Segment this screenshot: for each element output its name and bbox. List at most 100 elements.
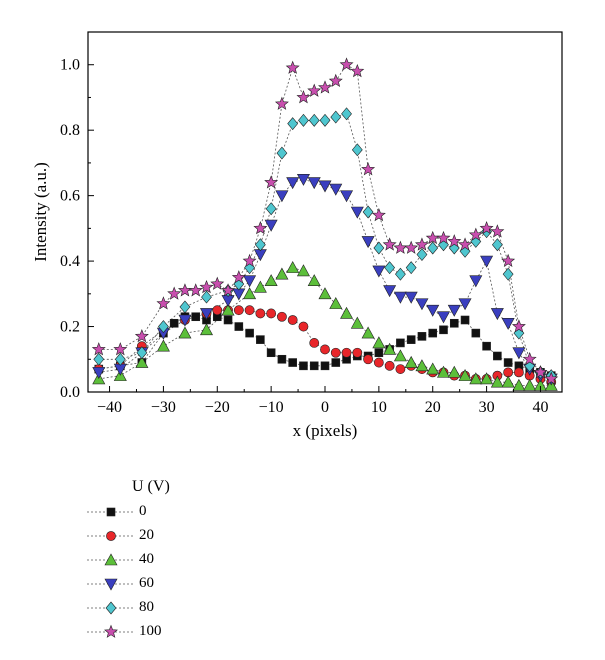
data-point	[296, 173, 310, 186]
data-point	[362, 205, 374, 219]
legend-label-60: 60	[139, 575, 154, 591]
legend-swatch-100	[87, 624, 133, 638]
data-point	[223, 315, 233, 325]
legend: U (V) 0 20 40 60 80 100	[85, 478, 285, 639]
legend-marker	[104, 624, 118, 638]
x-tick-label: 10	[371, 399, 387, 416]
data-point	[319, 113, 331, 127]
data-point	[253, 221, 268, 235]
data-point	[533, 365, 548, 379]
data-point	[245, 328, 254, 338]
legend-swatch-40	[87, 553, 133, 566]
y-tick-label: 0.4	[60, 253, 80, 270]
data-point	[277, 311, 287, 322]
data-point	[374, 348, 384, 358]
data-point	[296, 264, 310, 277]
data-point	[178, 326, 192, 339]
legend-label-100: 100	[139, 623, 162, 639]
data-point	[512, 378, 526, 391]
data-point	[458, 369, 472, 381]
data-point	[393, 349, 407, 362]
data-point	[502, 267, 514, 281]
data-point	[177, 283, 192, 297]
data-point	[330, 347, 341, 358]
data-point	[447, 304, 461, 317]
legend-swatch-20	[87, 531, 133, 541]
data-point	[92, 367, 106, 379]
data-point	[331, 358, 341, 367]
data-point	[426, 362, 440, 375]
data-point	[134, 329, 149, 343]
data-point	[167, 286, 182, 300]
x-tick-label: −20	[205, 399, 230, 416]
data-point	[191, 312, 201, 322]
legend-swatch-60	[87, 578, 133, 591]
data-point	[396, 338, 405, 348]
data-point	[404, 240, 419, 254]
legend-item-40: 40	[85, 550, 285, 570]
x-tick-label: 20	[425, 399, 441, 416]
data-point	[285, 60, 300, 74]
legend-item-80: 80	[85, 598, 285, 618]
data-point	[277, 354, 287, 364]
data-point	[352, 347, 363, 358]
data-point	[264, 219, 278, 232]
data-point	[395, 267, 406, 281]
x-tick-label: −30	[151, 399, 176, 416]
data-point	[286, 261, 300, 273]
data-point	[482, 341, 491, 351]
series-points-60	[92, 173, 558, 386]
x-tick-label: 40	[532, 399, 548, 416]
data-point	[255, 308, 266, 319]
data-point	[544, 371, 559, 385]
y-axis-label: Intensity (a.u.)	[31, 162, 50, 262]
data-point	[361, 236, 375, 249]
y-tick-label: 0.6	[60, 188, 80, 205]
x-tick-labels: −40 −30 −20 −10 0 10 20 30 40	[97, 399, 548, 416]
data-point	[468, 227, 483, 241]
data-point	[340, 306, 354, 319]
data-point	[264, 175, 279, 189]
data-point	[169, 318, 179, 328]
y-tick-label: 1.0	[60, 57, 80, 74]
legend-label-40: 40	[139, 551, 154, 567]
data-point	[234, 322, 244, 331]
data-point	[501, 253, 516, 268]
data-point	[341, 347, 352, 358]
data-point	[296, 90, 311, 104]
data-point	[113, 342, 128, 356]
legend-label-80: 80	[139, 599, 154, 615]
data-point	[427, 241, 439, 255]
data-point	[320, 361, 330, 371]
data-point	[276, 146, 288, 160]
data-point	[340, 190, 354, 203]
data-point	[501, 375, 515, 388]
data-point	[372, 336, 386, 349]
data-point	[384, 360, 395, 371]
data-point	[384, 261, 396, 275]
data-point	[287, 117, 299, 131]
data-point	[114, 352, 126, 366]
data-point	[490, 224, 505, 238]
data-point	[199, 308, 214, 321]
data-point	[415, 298, 429, 311]
data-point	[447, 234, 462, 248]
data-point	[308, 113, 320, 127]
data-point	[199, 323, 214, 336]
data-point	[221, 303, 235, 316]
y-tick-label: 0.0	[60, 384, 80, 401]
data-point	[436, 230, 451, 245]
data-point	[329, 297, 343, 309]
data-point	[350, 206, 364, 219]
data-point	[469, 372, 483, 385]
data-point	[491, 238, 503, 252]
data-point	[178, 314, 192, 327]
data-point	[299, 361, 308, 371]
data-point	[210, 276, 225, 290]
legend-marker	[106, 531, 116, 541]
data-point	[361, 326, 375, 339]
data-point	[436, 365, 451, 378]
data-point	[158, 320, 169, 334]
data-point	[522, 351, 537, 366]
legend-item-20: 20	[85, 526, 285, 546]
